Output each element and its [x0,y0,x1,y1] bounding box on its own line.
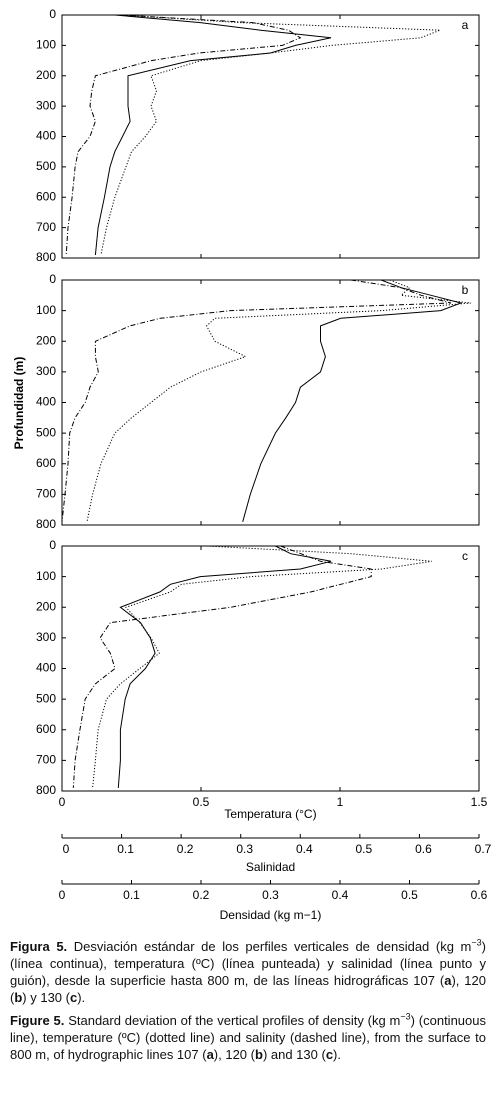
panel-label: b [462,283,469,297]
caption-text: ) y 130 ( [22,990,70,1005]
y-tick-label: 100 [36,569,56,583]
caption-text: −3 [471,937,482,948]
caption-text: Figure 5. [10,1013,65,1028]
caption-text: b [14,990,23,1005]
x-tick-label: 0.4 [332,888,349,902]
x-tick-label: 0.2 [193,888,210,902]
caption-text: c [69,990,78,1005]
y-tick-label: 200 [36,68,56,82]
profile-line [61,279,452,522]
panel-label: c [462,549,468,563]
x-tick-label: 0.3 [262,888,279,902]
x-axis-title: Densidad (kg m−1) [220,908,322,922]
y-tick-label: 100 [36,38,56,52]
y-tick-label: 600 [36,456,56,470]
profile-line [242,279,463,523]
profile-line [94,14,332,256]
y-tick-label: 0 [49,272,56,286]
x-tick-label: 0.7 [475,842,492,856]
caption-text: ). [77,990,86,1005]
y-tick-label: 500 [36,691,56,705]
profile-line [117,545,332,788]
caption-text: c [325,1047,334,1062]
y-tick-label: 100 [36,303,56,317]
caption-text: a [444,973,452,988]
x-tick-label: 0.5 [356,842,373,856]
caption-text: ). [333,1047,341,1062]
x-tick-label: 1.5 [471,795,488,809]
captions: Figura 5. Desviación estándar de los per… [10,938,486,1069]
panel-label: a [462,18,469,32]
y-tick-label: 200 [36,333,56,347]
y-tick-label: 300 [36,364,56,378]
x-tick-label: 0 [63,842,70,856]
y-tick-label: 700 [36,220,56,234]
x-tick-label: 0.1 [123,888,140,902]
profile-line [100,14,441,256]
caption-text: ), 120 ( [213,1047,255,1062]
y-tick-label: 400 [36,661,56,675]
y-tick-label: 700 [36,753,56,767]
y-tick-label: 600 [36,722,56,736]
x-tick-label: 0.6 [471,888,488,902]
y-tick-label: 0 [49,7,56,21]
y-tick-label: 300 [36,98,56,112]
caption-text: Standard deviation of the vertical profi… [64,1013,401,1028]
y-tick-label: 700 [36,487,56,501]
plot-frame [61,14,480,259]
x-tick-label: 0.5 [401,888,418,902]
y-tick-label: 500 [36,159,56,173]
caption-text: b [254,1047,263,1062]
x-tick-label: 0.3 [236,842,253,856]
x-tick-label: 0.1 [117,842,134,856]
plot-frame [61,279,480,526]
x-tick-label: 0 [59,888,66,902]
x-tick-label: 0.5 [193,795,210,809]
x-tick-label: 0.2 [177,842,194,856]
y-tick-label: 0 [49,538,56,552]
profile-line [65,14,302,256]
profile-line [86,279,471,522]
caption: Figura 5. Desviación estándar de los per… [10,938,486,1006]
y-tick-label: 800 [36,517,56,531]
x-tick-label: 0.6 [415,842,432,856]
caption-text: ) and 130 ( [262,1047,326,1062]
profile-line [92,545,432,788]
y-tick-label: 400 [36,395,56,409]
caption-text: a [206,1047,214,1062]
y-tick-label: 500 [36,425,56,439]
caption-text: Figura 5. [10,939,68,954]
y-tick-label: 300 [36,630,56,644]
x-tick-label: 1 [337,795,344,809]
y-tick-label: 600 [36,189,56,203]
x-tick-label: 0 [59,795,66,809]
caption-text: ) (continuous line), temperature (ºC) (d… [10,1013,486,1062]
caption: Figure 5. Standard deviation of the vert… [10,1012,486,1063]
y-tick-label: 200 [36,599,56,613]
caption-text: ) (línea continua), temperatura (ºC) (lí… [10,939,486,988]
plot-frame [61,545,480,792]
y-tick-label: 800 [36,250,56,264]
figure: 0100200300400500600700800a01002003004005… [12,7,492,922]
caption-text: −3 [400,1011,411,1022]
x-tick-label: 0.4 [296,842,313,856]
caption-text: ), 120 ( [10,973,486,1005]
caption-text: Desviación estándar de los perfiles vert… [67,939,472,954]
y-tick-label: 800 [36,783,56,797]
profile-line [72,545,372,788]
y-axis-title: Profundidad (m) [12,357,26,450]
x-axis-title: Salinidad [246,860,295,874]
x-axis-title: Temperatura (°C) [224,807,316,821]
y-tick-label: 400 [36,129,56,143]
